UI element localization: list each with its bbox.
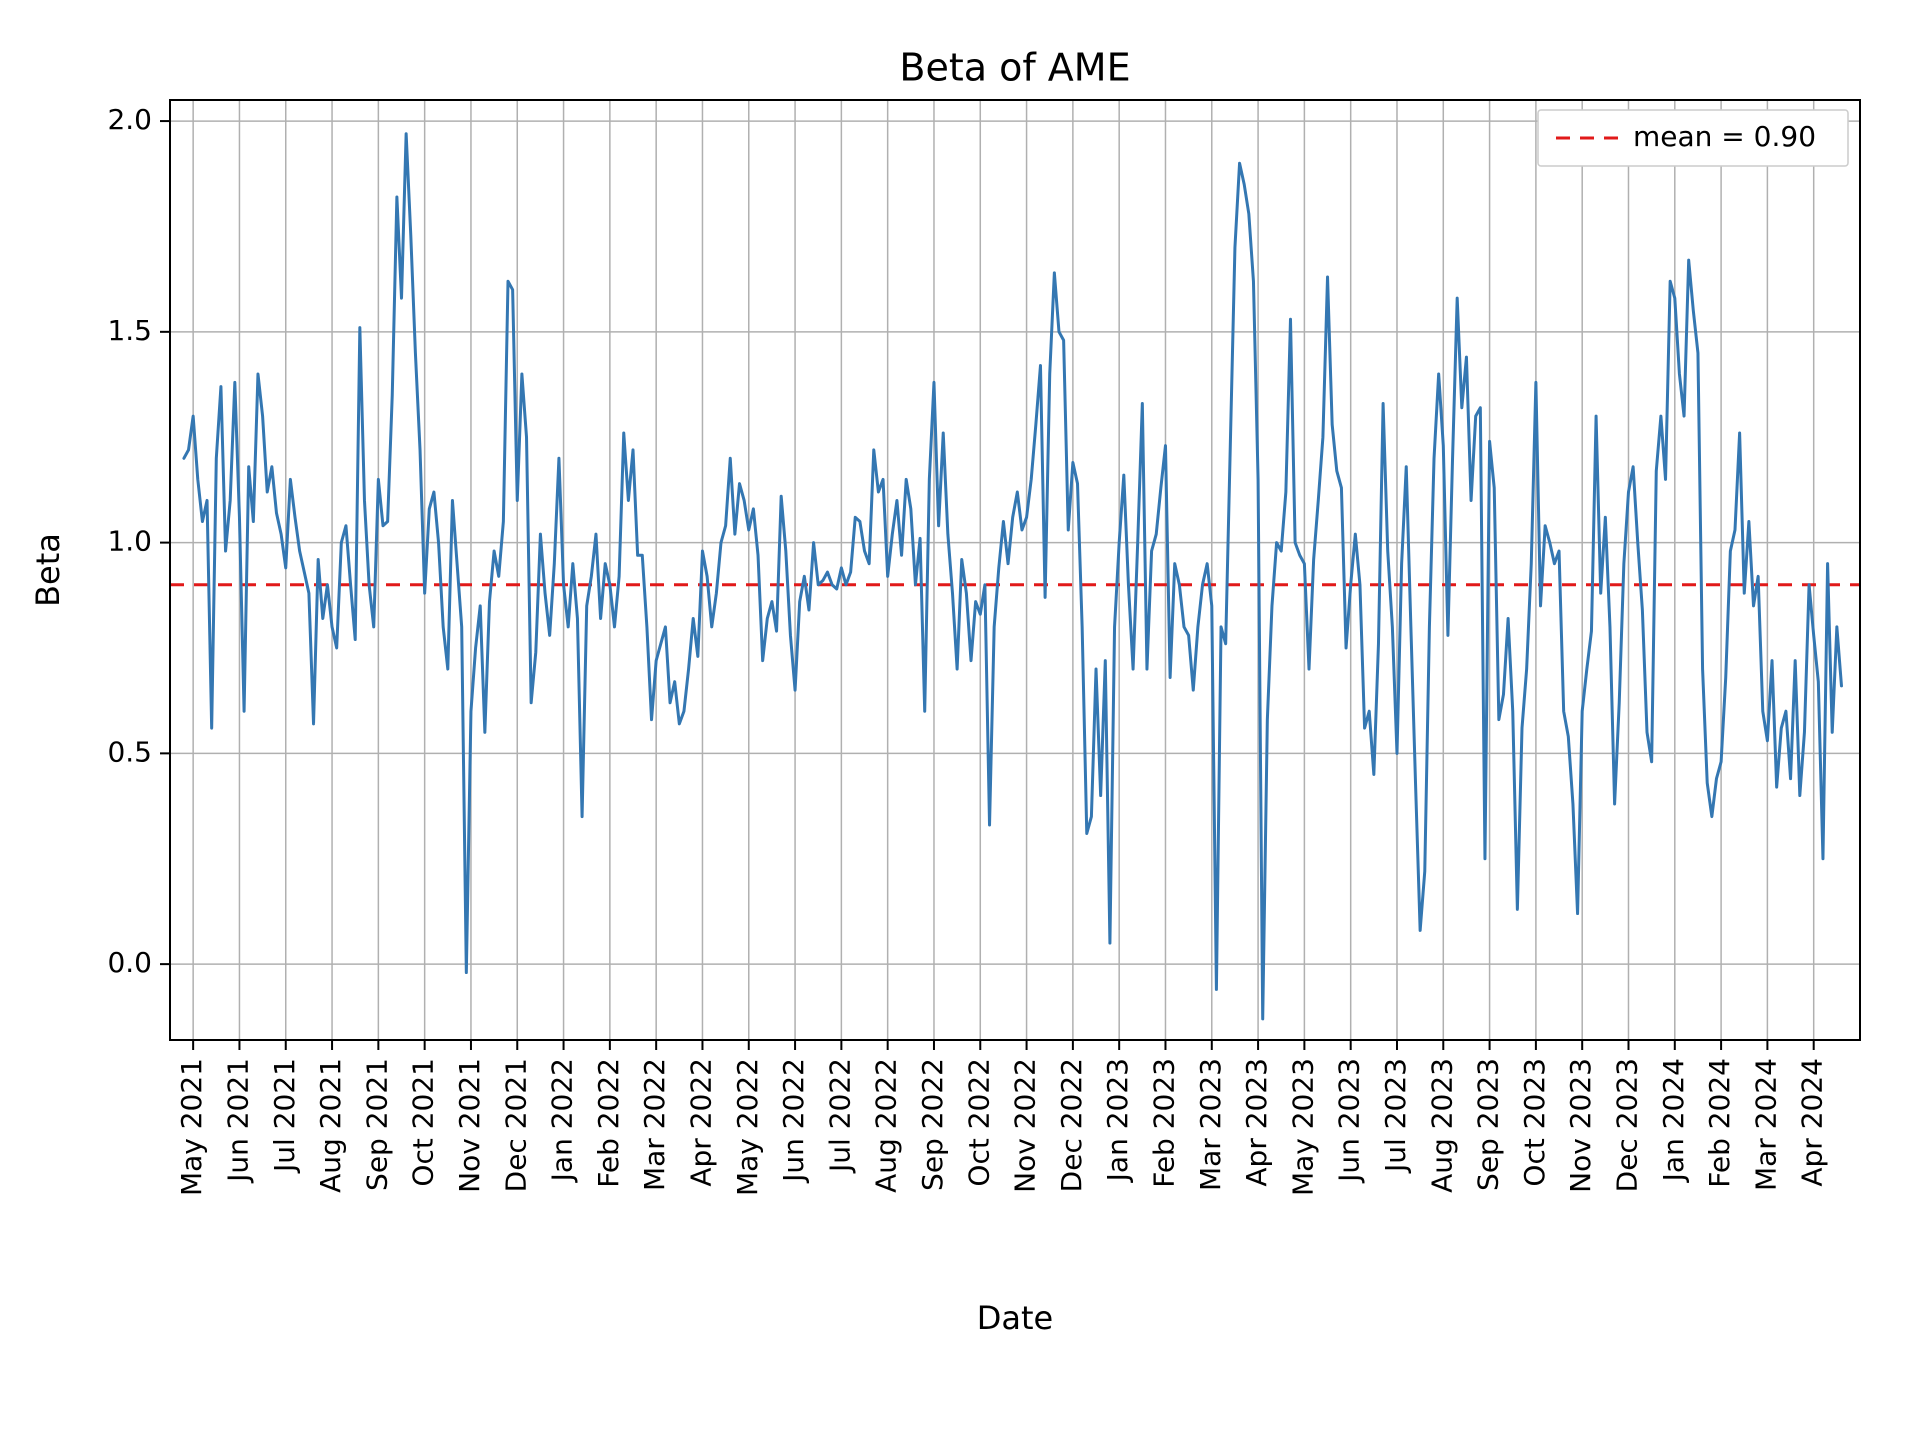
x-axis-label: Date bbox=[977, 1299, 1053, 1337]
x-tick-label: May 2023 bbox=[1286, 1058, 1319, 1196]
x-tick-label: Jul 2022 bbox=[823, 1058, 856, 1174]
y-tick-label: 0.5 bbox=[107, 735, 152, 768]
x-tick-label: Jul 2023 bbox=[1379, 1058, 1412, 1174]
x-tick-label: Jun 2022 bbox=[777, 1058, 810, 1184]
x-tick-label: Sep 2022 bbox=[916, 1058, 949, 1191]
x-tick-label: Dec 2022 bbox=[1055, 1058, 1088, 1192]
y-tick-label: 1.5 bbox=[107, 314, 152, 347]
x-tick-label: Mar 2022 bbox=[638, 1058, 671, 1191]
chart-title: Beta of AME bbox=[899, 46, 1130, 90]
x-tick-label: Dec 2023 bbox=[1610, 1058, 1643, 1192]
y-axis-label: Beta bbox=[29, 533, 67, 607]
x-tick-label: Aug 2023 bbox=[1425, 1058, 1458, 1193]
y-tick-label: 0.0 bbox=[107, 946, 152, 979]
x-tick-label: May 2022 bbox=[731, 1058, 764, 1196]
x-tick-label: Aug 2022 bbox=[870, 1058, 903, 1193]
x-tick-label: Oct 2021 bbox=[407, 1058, 440, 1187]
x-tick-label: Aug 2021 bbox=[314, 1058, 347, 1193]
beta-chart: 0.0 0.5 1.0 1.5 2.0 May 2021 Jun 2021 Jul 2021 A… bbox=[0, 0, 1920, 1440]
x-tick-label: Mar 2024 bbox=[1749, 1058, 1782, 1191]
x-tick-label: May 2021 bbox=[175, 1058, 208, 1196]
chart-container: 0.0 0.5 1.0 1.5 2.0 May 2021 Jun 2021 Jul 2021 A… bbox=[0, 0, 1920, 1440]
x-tick-label: Jan 2024 bbox=[1657, 1058, 1690, 1183]
x-tick-label: Jan 2023 bbox=[1101, 1058, 1134, 1183]
x-tick-label: Apr 2022 bbox=[684, 1058, 717, 1187]
legend: mean = 0.90 bbox=[1538, 110, 1848, 166]
x-tick-label: Nov 2022 bbox=[1009, 1058, 1042, 1193]
x-tick-label: Jun 2023 bbox=[1333, 1058, 1366, 1184]
x-tick-label: Jun 2021 bbox=[221, 1058, 254, 1184]
x-tick-label: Nov 2023 bbox=[1564, 1058, 1597, 1193]
x-tick-label: Oct 2023 bbox=[1518, 1058, 1551, 1187]
x-tick-label: Apr 2024 bbox=[1796, 1058, 1829, 1187]
x-tick-label: Sep 2021 bbox=[360, 1058, 393, 1191]
y-tick-label: 1.0 bbox=[107, 525, 152, 558]
y-tick-label: 2.0 bbox=[107, 103, 152, 136]
x-tick-label: Feb 2022 bbox=[592, 1058, 625, 1188]
legend-label: mean = 0.90 bbox=[1633, 120, 1816, 153]
x-tick-label: Apr 2023 bbox=[1240, 1058, 1273, 1187]
x-tick-label: Nov 2021 bbox=[453, 1058, 486, 1193]
x-tick-label: Jul 2021 bbox=[268, 1058, 301, 1174]
x-tick-label: Mar 2023 bbox=[1194, 1058, 1227, 1191]
x-tick-label: Oct 2022 bbox=[962, 1058, 995, 1187]
x-tick-label: Dec 2021 bbox=[499, 1058, 532, 1192]
x-tick-label: Feb 2024 bbox=[1703, 1058, 1736, 1188]
x-tick-label: Sep 2023 bbox=[1472, 1058, 1505, 1191]
x-tick-label: Feb 2023 bbox=[1147, 1058, 1180, 1188]
x-tick-label: Jan 2022 bbox=[546, 1058, 579, 1183]
